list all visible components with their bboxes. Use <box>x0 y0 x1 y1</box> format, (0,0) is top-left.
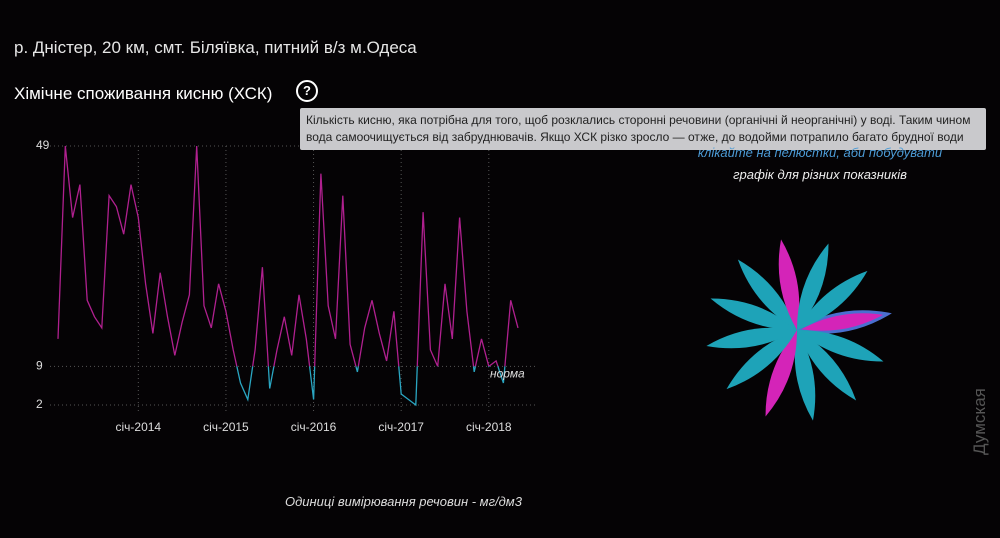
flower <box>705 238 892 423</box>
chart-title: Хімічне споживання кисню (ХСК) <box>14 84 273 103</box>
x-tick-label: січ-2015 <box>203 420 249 434</box>
petal[interactable] <box>773 238 806 332</box>
hint-line: графік для різних показників <box>733 167 907 182</box>
x-tick-label: січ-2017 <box>378 420 424 434</box>
petal[interactable] <box>731 254 803 335</box>
hint: клікайте на пелюстки, аби побудувати граф… <box>690 142 950 186</box>
line-below-norm <box>236 366 506 407</box>
petal[interactable] <box>721 323 802 395</box>
petal[interactable] <box>789 329 822 423</box>
help-icon[interactable]: ? <box>296 80 318 102</box>
petal[interactable] <box>758 327 805 419</box>
units: Одиниці вимірювання речовин - мг/дм3 <box>285 494 522 509</box>
x-tick-label: січ-2014 <box>116 420 162 434</box>
petal[interactable] <box>792 264 873 336</box>
y-tick-label: 49 <box>36 138 50 152</box>
y-tick-label: 2 <box>36 397 43 411</box>
tooltip: Кількість кисню, яка потрібна для того, … <box>300 108 986 150</box>
line <box>57 145 519 367</box>
norm-label: норма <box>490 367 525 381</box>
hint-line: клікайте на пелюстки, аби побудувати <box>697 145 943 160</box>
x-tick-label: січ-2018 <box>466 420 512 434</box>
petal[interactable] <box>794 322 886 369</box>
watermark: Думская <box>970 388 989 455</box>
petal[interactable] <box>790 325 862 406</box>
petal[interactable] <box>792 306 892 339</box>
location: р. Дністер, 20 км, смт. Біляївка, питний… <box>14 38 417 57</box>
y-tick-label: 9 <box>36 359 43 373</box>
x-tick-label: січ-2016 <box>291 420 337 434</box>
petal[interactable] <box>705 322 799 355</box>
petal[interactable] <box>789 241 836 333</box>
petal[interactable] <box>708 291 800 338</box>
